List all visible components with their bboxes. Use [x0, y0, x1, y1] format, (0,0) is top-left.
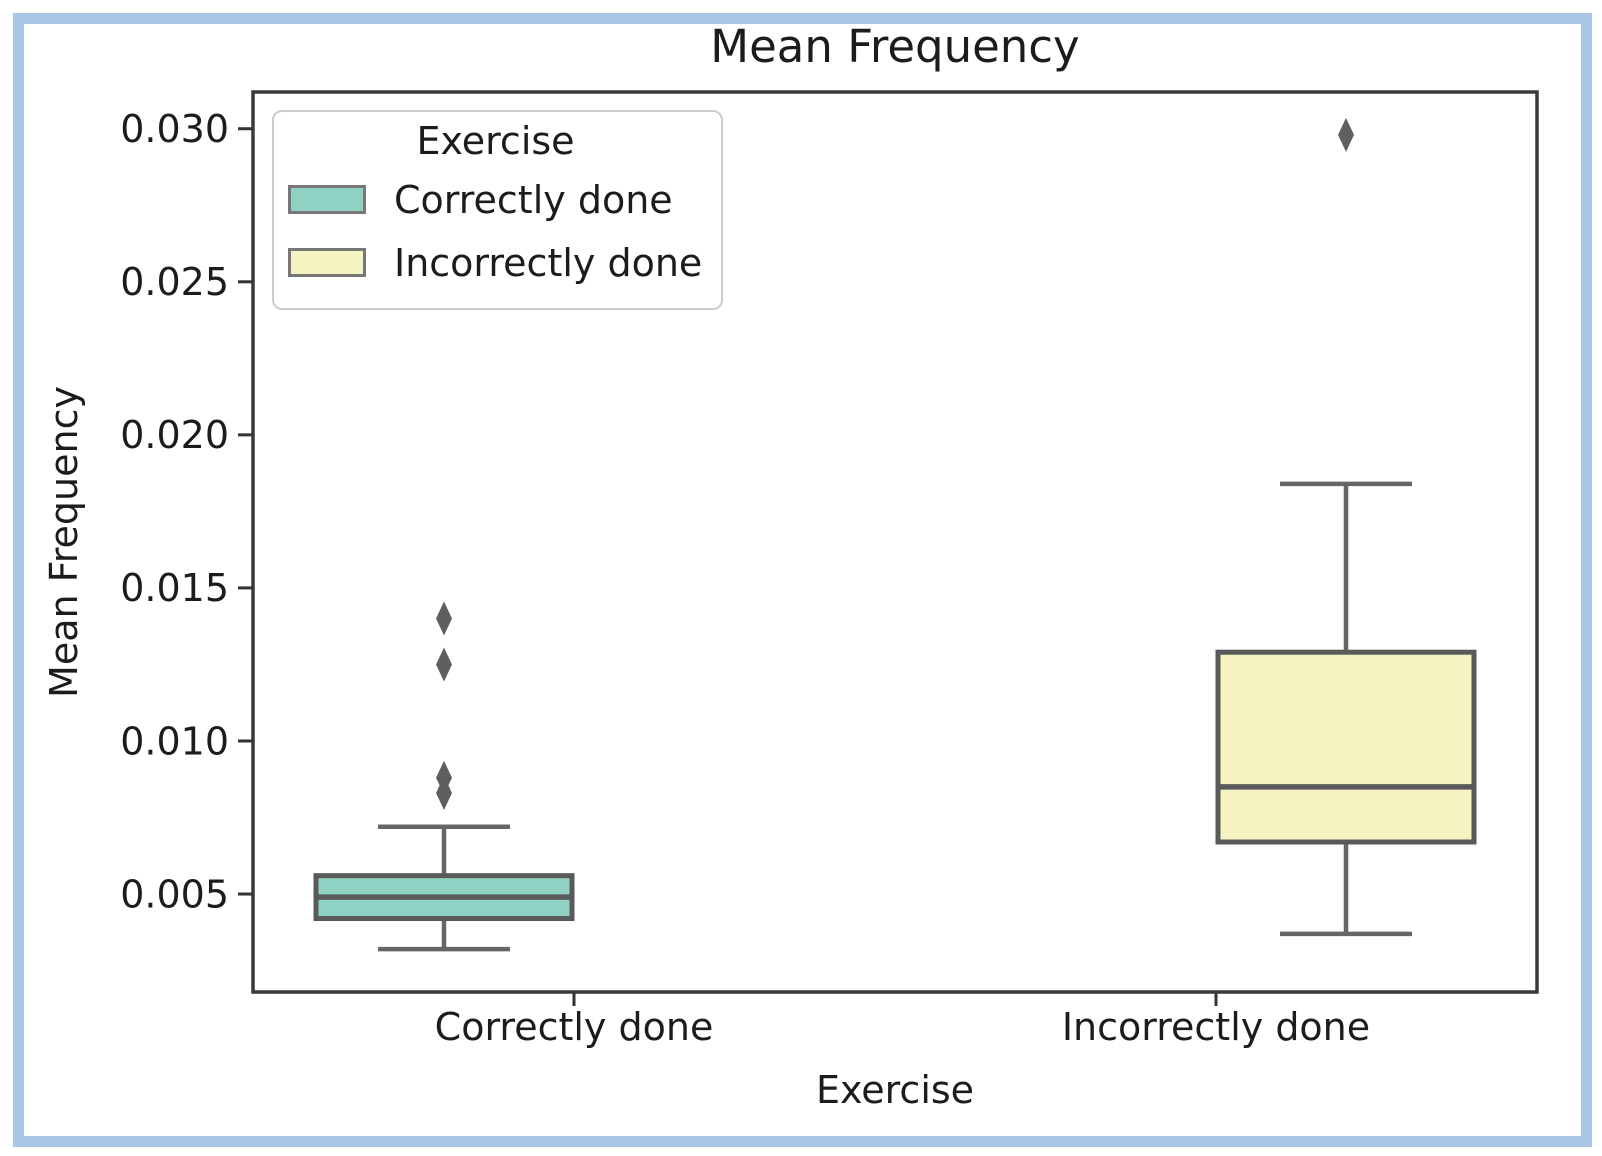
legend-title: Exercise — [416, 119, 575, 163]
legend-entry-label: Incorrectly done — [394, 240, 703, 285]
outlier-diamond — [436, 760, 452, 795]
y-tick-label: 0.015 — [120, 566, 229, 610]
legend-entry-label: Correctly done — [394, 177, 673, 222]
legend-swatch — [288, 185, 366, 214]
y-tick-label: 0.010 — [120, 719, 229, 763]
y-tick-label: 0.030 — [120, 107, 229, 151]
x-axis-title: Exercise — [815, 1068, 975, 1112]
outlier-diamond — [436, 601, 452, 636]
y-tick-label: 0.025 — [120, 260, 229, 304]
iqr-box — [1215, 649, 1477, 845]
box-incorrectly-done — [1215, 117, 1477, 937]
x-tick-label: Correctly done — [435, 1005, 714, 1049]
outlier-diamond — [1338, 117, 1354, 152]
box-correctly-done — [313, 601, 575, 952]
y-axis-title: Mean Frequency — [42, 386, 86, 698]
axes-spines — [251, 90, 1539, 994]
legend-entry: Incorrectly done — [288, 231, 703, 294]
legend-entry: Correctly done — [288, 168, 703, 231]
x-tick-label: Incorrectly done — [1062, 1005, 1370, 1049]
legend-swatch — [288, 248, 366, 277]
legend-entries: Correctly done Incorrectly done — [288, 168, 703, 294]
y-tick-label: 0.020 — [120, 413, 229, 457]
outlier-diamond — [436, 647, 452, 682]
y-tick-label: 0.005 — [120, 872, 229, 916]
legend: Exercise Correctly done Incorrectly done — [272, 110, 723, 310]
chart-title: Mean Frequency — [710, 20, 1080, 73]
